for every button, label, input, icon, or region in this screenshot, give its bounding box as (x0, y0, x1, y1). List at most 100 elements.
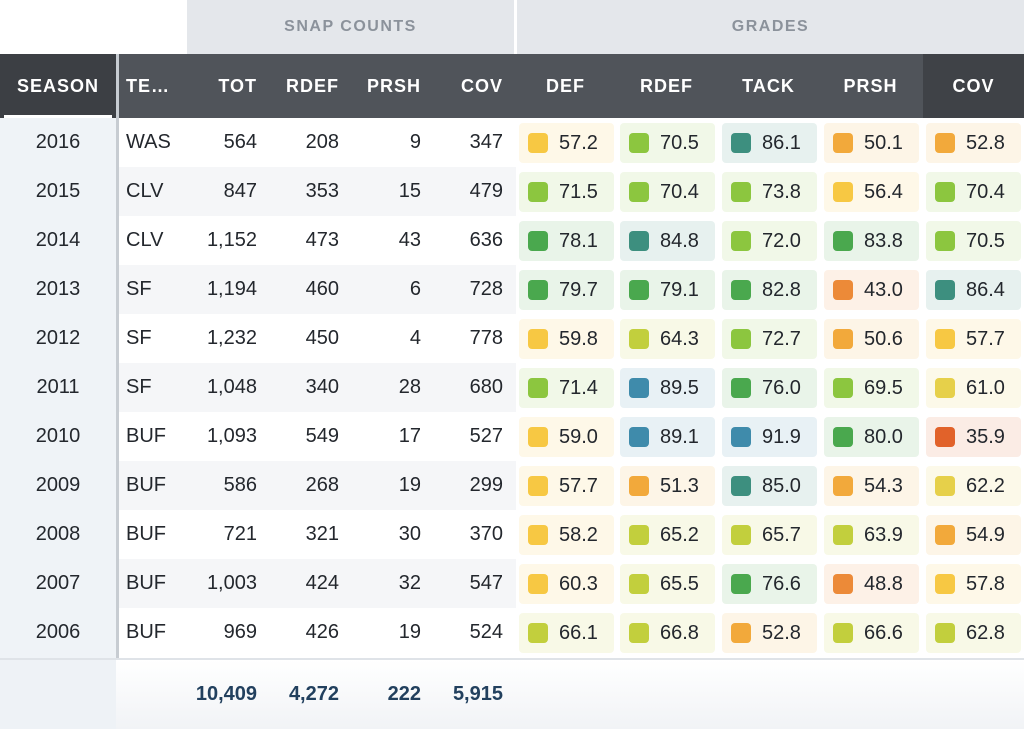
grade-color-swatch (833, 231, 853, 251)
rdef-grade-cell: 65.5 (620, 564, 715, 604)
cov-snaps-cell: 636 (469, 229, 503, 251)
row-stripe (116, 559, 516, 608)
def-grade-cell: 58.2 (519, 515, 614, 555)
team-cell: CLV (126, 229, 164, 251)
prsh-grade-cell: 56.4 (824, 172, 919, 212)
tot-column-header[interactable]: TOT (218, 75, 257, 96)
grade-value: 76.6 (762, 572, 801, 595)
grade-value: 79.7 (559, 278, 598, 301)
season-column-divider (116, 54, 119, 729)
rdef-grade-cell: 66.8 (620, 613, 715, 653)
rdef-snaps-column-header[interactable]: RDEF (286, 75, 339, 96)
grade-value: 91.9 (762, 425, 801, 448)
grade-color-swatch (833, 133, 853, 153)
prsh-grade-column-header[interactable]: PRSH (843, 75, 898, 96)
cov-grade-cell: 70.4 (926, 172, 1021, 212)
grade-color-swatch (935, 182, 955, 202)
table-row: 2014 CLV 1,152 473 43 636 78.1 84.8 72.0 83.8 70.5 (0, 216, 1024, 265)
table-row: 2009 BUF 586 268 19 299 57.7 51.3 85.0 54.3 62.2 (0, 461, 1024, 510)
grade-value: 60.3 (559, 572, 598, 595)
grade-color-swatch (935, 574, 955, 594)
grade-color-swatch (629, 280, 649, 300)
team-cell: BUF (126, 621, 166, 643)
grade-color-swatch (731, 231, 751, 251)
season-cell: 2007 (35, 572, 81, 594)
def-grade-cell: 78.1 (519, 221, 614, 261)
grade-value: 62.2 (966, 474, 1005, 497)
grade-color-swatch (731, 182, 751, 202)
grade-color-swatch (935, 623, 955, 643)
grade-color-swatch (528, 623, 548, 643)
grade-value: 63.9 (864, 523, 903, 546)
season-column-background (0, 118, 116, 729)
team-cell: SF (126, 327, 152, 349)
team-cell: BUF (126, 425, 166, 447)
tot-cell: 1,232 (206, 327, 257, 349)
grade-value: 35.9 (966, 425, 1005, 448)
total-rdef: 4,272 (288, 683, 339, 705)
tot-cell: 1,093 (206, 425, 257, 447)
total-prsh: 222 (387, 683, 421, 705)
tack-grade-cell: 52.8 (722, 613, 817, 653)
team-column-header[interactable]: TE… (126, 75, 171, 96)
tack-grade-cell: 65.7 (722, 515, 817, 555)
tack-grade-column-header[interactable]: TACK (742, 75, 795, 96)
cov-snaps-cell: 370 (469, 523, 503, 545)
def-grade-cell: 57.2 (519, 123, 614, 163)
grade-value: 82.8 (762, 278, 801, 301)
grade-color-swatch (731, 476, 751, 496)
grade-color-swatch (629, 378, 649, 398)
grade-color-swatch (528, 525, 548, 545)
prsh-snaps-cell: 19 (398, 621, 421, 643)
team-cell: BUF (126, 474, 166, 496)
rdef-grade-column-header[interactable]: RDEF (640, 75, 693, 96)
grade-value: 79.1 (660, 278, 699, 301)
cov-grade-cell: 61.0 (926, 368, 1021, 408)
prsh-grade-cell: 83.8 (824, 221, 919, 261)
grade-value: 83.8 (864, 229, 903, 252)
prsh-snaps-column-header[interactable]: PRSH (366, 75, 421, 96)
team-cell: WAS (126, 131, 171, 153)
cov-grade-column-header[interactable]: COV (923, 54, 1024, 118)
grade-value: 70.4 (966, 180, 1005, 203)
table-row: 2008 BUF 721 321 30 370 58.2 65.2 65.7 63.9 54.9 (0, 510, 1024, 559)
grade-color-swatch (833, 574, 853, 594)
prsh-grade-cell: 48.8 (824, 564, 919, 604)
prsh-grade-cell: 54.3 (824, 466, 919, 506)
tack-grade-cell: 72.0 (722, 221, 817, 261)
grade-value: 76.0 (762, 376, 801, 399)
rdef-grade-cell: 89.1 (620, 417, 715, 457)
cov-snaps-cell: 527 (469, 425, 503, 447)
prsh-snaps-cell: 15 (398, 180, 421, 202)
totals-divider (0, 658, 1024, 660)
rdef-snaps-cell: 460 (305, 278, 339, 300)
row-stripe (116, 461, 516, 510)
grade-color-swatch (629, 525, 649, 545)
season-column-header[interactable]: SEASON (0, 54, 116, 118)
season-cell: 2011 (36, 376, 80, 398)
grade-color-swatch (528, 476, 548, 496)
rdef-grade-cell: 51.3 (620, 466, 715, 506)
cov-snaps-column-header[interactable]: COV (460, 75, 503, 96)
grade-color-swatch (629, 133, 649, 153)
grade-value: 78.1 (559, 229, 598, 252)
def-grade-cell: 60.3 (519, 564, 614, 604)
grade-value: 64.3 (660, 327, 699, 350)
tot-cell: 1,003 (206, 572, 257, 594)
totals-season-cell (0, 660, 116, 729)
rdef-grade-cell: 89.5 (620, 368, 715, 408)
def-grade-cell: 71.4 (519, 368, 614, 408)
grade-value: 65.5 (660, 572, 699, 595)
grade-value: 52.8 (966, 131, 1005, 154)
def-grade-column-header[interactable]: DEF (546, 75, 585, 96)
grade-value: 80.0 (864, 425, 903, 448)
cov-grade-cell: 35.9 (926, 417, 1021, 457)
table-row: 2006 BUF 969 426 19 524 66.1 66.8 52.8 66.6 62.8 (0, 608, 1024, 657)
grade-value: 70.5 (966, 229, 1005, 252)
grade-value: 59.0 (559, 425, 598, 448)
rdef-snaps-cell: 473 (305, 229, 339, 251)
grade-value: 59.8 (559, 327, 598, 350)
tack-grade-cell: 86.1 (722, 123, 817, 163)
rdef-snaps-cell: 353 (305, 180, 339, 202)
season-cell: 2014 (35, 229, 81, 251)
